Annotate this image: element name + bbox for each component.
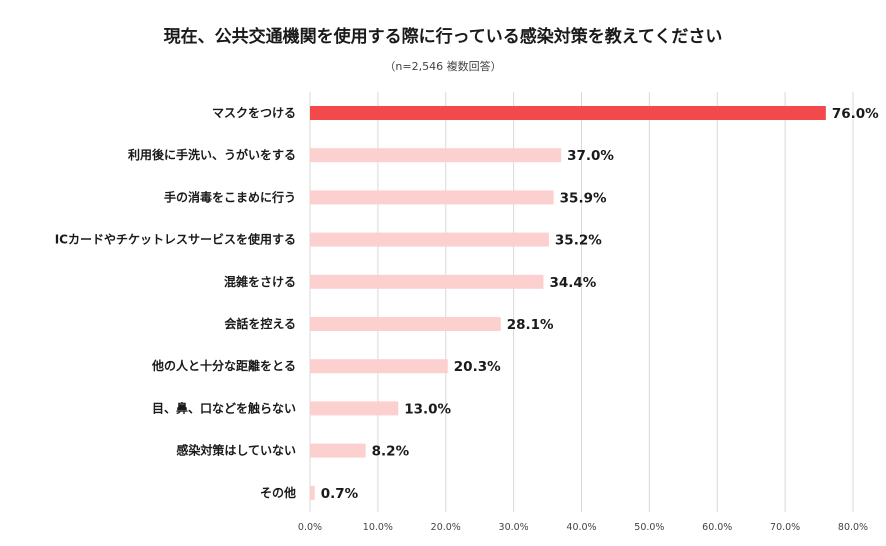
category-label: 目、鼻、口などを触らない	[152, 400, 296, 415]
chart-subtitle: （n=2,546 複数回答）	[384, 60, 502, 73]
category-label: マスクをつける	[212, 106, 296, 120]
bar	[310, 148, 562, 163]
value-label: 13.0%	[404, 401, 451, 417]
value-label: 0.7%	[321, 486, 359, 502]
value-label: 35.2%	[555, 233, 602, 249]
value-label: 8.2%	[372, 444, 410, 460]
bar	[310, 274, 544, 289]
category-label: 利用後に手洗い、うがいをする	[128, 147, 296, 162]
category-label: 他の人と十分な距離をとる	[151, 358, 296, 373]
value-label: 76.0%	[832, 106, 879, 122]
x-tick-label: 60.0%	[702, 522, 732, 533]
value-label: 37.0%	[567, 148, 614, 164]
bar	[310, 317, 501, 331]
x-tick-label: 40.0%	[566, 522, 596, 533]
bar	[310, 443, 366, 458]
category-label: ICカードやチケットレスサービスを使用する	[55, 232, 296, 247]
bar	[310, 401, 399, 416]
category-label: 混雑をさける	[224, 274, 296, 289]
category-label: 手の消毒をこまめに行う	[164, 189, 296, 204]
bar	[310, 190, 554, 205]
x-tick-label: 30.0%	[499, 522, 529, 533]
x-tick-label: 20.0%	[431, 522, 461, 533]
x-tick-label: 0.0%	[298, 522, 322, 533]
category-label: 会話を控える	[224, 316, 296, 331]
bar	[310, 232, 549, 247]
x-tick-label: 10.0%	[363, 522, 393, 533]
category-label: その他	[260, 485, 296, 500]
x-tick-label: 80.0%	[838, 522, 868, 533]
chart-title: 現在、公共交通機関を使用する際に行っている感染対策を教えてください	[163, 27, 723, 47]
category-label: 感染対策はしていない	[176, 443, 296, 458]
bar	[310, 106, 826, 120]
bar	[310, 485, 315, 500]
value-label: 28.1%	[507, 317, 554, 333]
value-label: 35.9%	[560, 190, 607, 206]
value-label: 34.4%	[549, 275, 596, 291]
bar	[310, 359, 448, 374]
x-tick-label: 70.0%	[770, 522, 800, 533]
x-tick-label: 50.0%	[634, 522, 664, 533]
value-label: 20.3%	[454, 359, 501, 375]
